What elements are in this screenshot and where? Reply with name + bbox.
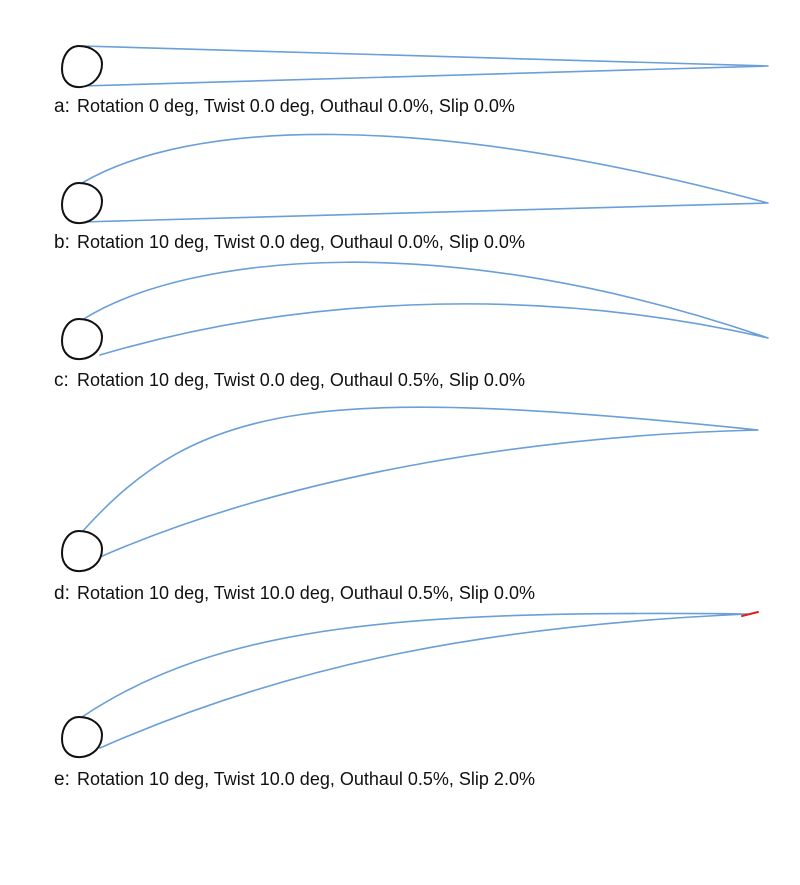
- mast-b: [60, 181, 104, 225]
- panel-caption-e: Rotation 10 deg, Twist 10.0 deg, Outhaul…: [77, 769, 535, 789]
- mast-e: [60, 715, 104, 759]
- mast-a: [60, 44, 104, 89]
- panel-caption-a: Rotation 0 deg, Twist 0.0 deg, Outhaul 0…: [77, 96, 515, 116]
- sail-outline-a: [81, 45, 769, 87]
- mast-c: [60, 317, 104, 361]
- panel-b: b: Rotation 10 deg, Twist 0.0 deg, Outha…: [54, 133, 769, 253]
- sail-outline-e: [81, 612, 749, 749]
- panel-caption-b: Rotation 10 deg, Twist 0.0 deg, Outhaul …: [77, 232, 525, 252]
- sail-outline-d: [81, 406, 759, 558]
- panel-prefix-a: a:: [54, 96, 70, 117]
- panel-prefix-e: e:: [54, 769, 70, 790]
- panel-caption-d: Rotation 10 deg, Twist 10.0 deg, Outhaul…: [77, 583, 535, 603]
- panel-e: e: Rotation 10 deg, Twist 10.0 deg, Outh…: [54, 611, 759, 790]
- mast-d: [60, 529, 104, 573]
- panel-c: c: Rotation 10 deg, Twist 0.0 deg, Outha…: [54, 261, 769, 391]
- sail-outline-c: [81, 261, 769, 356]
- slip-marker-e: [741, 611, 759, 617]
- panel-prefix-d: d:: [54, 583, 70, 604]
- sail-outline-b: [81, 133, 769, 223]
- panel-caption-c: Rotation 10 deg, Twist 0.0 deg, Outhaul …: [77, 370, 525, 390]
- panel-prefix-c: c:: [54, 370, 69, 391]
- panel-a: a: Rotation 0 deg, Twist 0.0 deg, Outhau…: [54, 44, 769, 117]
- panel-prefix-b: b:: [54, 232, 70, 253]
- panel-d: d: Rotation 10 deg, Twist 10.0 deg, Outh…: [54, 406, 759, 604]
